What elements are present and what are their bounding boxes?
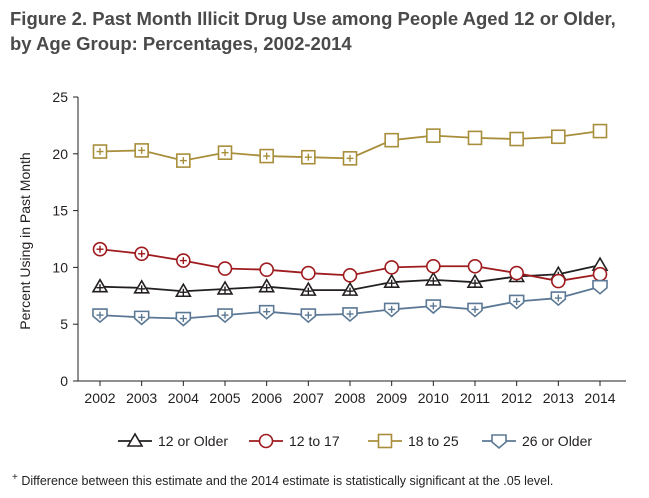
data-point-26-or-older [592,279,608,295]
title-line-1: Figure 2. Past Month Illicit Drug Use am… [10,8,616,29]
data-point-18-to-25 [467,130,483,146]
x-tick-label: 2008 [334,390,365,406]
footnote: + Difference between this estimate and t… [12,472,553,488]
legend-marker [491,434,507,450]
data-point-12-to-17 [384,260,399,275]
y-tick-label: 20 [52,146,68,162]
y-tick-label: 10 [52,259,68,275]
x-tick-label: 2012 [501,390,532,406]
data-point-18-to-25 [592,123,608,139]
x-tick-label: 2004 [168,390,199,406]
x-tick-label: 2003 [126,390,157,406]
legend-label: 12 to 17 [289,433,340,449]
x-tick-label: 2010 [418,390,449,406]
x-tick-label: 2006 [251,390,282,406]
x-tick-label: 2007 [293,390,324,406]
data-point-18-to-25 [551,129,566,145]
x-tick-label: 2011 [460,390,490,406]
footnote-text: Difference between this estimate and the… [21,474,554,489]
footnote-symbol: + [12,472,18,483]
data-point-12-to-17 [259,262,274,277]
data-point-12-to-17 [592,266,608,282]
legend-marker [258,433,274,449]
legend-label: 26 or Older [522,433,592,449]
data-point-12-to-17 [217,261,233,276]
x-tick-label: 2005 [209,390,240,406]
data-point-18-to-25 [384,132,399,148]
data-point-18-to-25 [509,131,524,147]
data-point-12-to-17 [342,268,358,283]
data-point-18-to-25 [426,128,441,143]
title-line-2: by Age Group: Percentages, 2002-2014 [10,33,352,54]
chart-title: Figure 2. Past Month Illicit Drug Use am… [10,6,645,56]
data-point-12-to-17 [426,258,441,274]
legend-marker [377,433,393,449]
legend-label: 18 to 25 [408,433,459,449]
data-point-12-to-17 [301,265,316,281]
x-tick-label: 2014 [584,390,615,406]
x-tick-label: 2009 [376,390,407,406]
y-tick-label: 25 [52,89,68,105]
x-tick-label: 2002 [84,390,115,406]
legend-marker [126,432,144,447]
data-point-12-to-17 [509,265,524,281]
y-axis-label: Percent Using in Past Month [17,152,33,329]
data-point-12-to-17 [551,273,566,289]
y-tick-label: 5 [60,316,68,332]
data-point-12-to-17 [467,258,483,274]
y-tick-label: 15 [52,203,68,219]
y-tick-label: 0 [60,373,68,389]
legend-label: 12 or Older [158,433,228,449]
x-tick-label: 2013 [543,390,574,406]
